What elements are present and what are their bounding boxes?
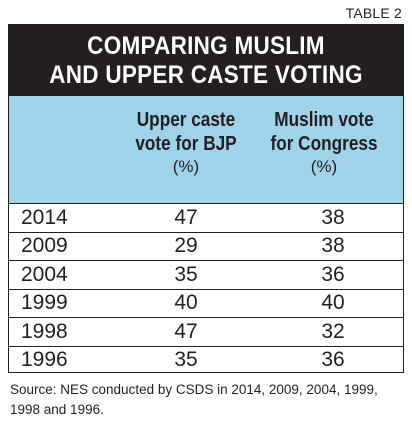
- table-row: 1996 35 36: [9, 345, 403, 372]
- year-cell: 2014: [21, 205, 68, 229]
- source-note: Source: NES conducted by CSDS in 2014, 2…: [10, 382, 378, 417]
- muslim-congress-cell: 40: [321, 291, 345, 315]
- table-body: 2014 47 38 2009 29 38 2004 35 36 1999 40 40 1998 47 32…: [9, 203, 403, 372]
- title-bar: COMPARING MUSLIM AND UPPER CASTE VOTING: [9, 25, 403, 96]
- table-card: COMPARING MUSLIM AND UPPER CASTE VOTING …: [8, 24, 404, 373]
- upper-caste-bjp-cell: 47: [174, 205, 198, 229]
- column-header-line: for Congress: [270, 133, 378, 155]
- year-cell: 1998: [21, 319, 68, 343]
- muslim-congress-cell: 38: [321, 205, 345, 229]
- year-cell: 1999: [21, 291, 68, 315]
- column-header-row: Upper caste vote for BJP (%) Muslim vote…: [9, 96, 403, 203]
- year-cell: 1996: [21, 348, 68, 372]
- column-header-muslim: Muslim vote for Congress (%): [249, 108, 399, 178]
- table-title-line-1: COMPARING MUSLIM: [87, 32, 325, 60]
- muslim-congress-cell: 32: [321, 319, 345, 343]
- upper-caste-bjp-cell: 35: [174, 262, 198, 286]
- upper-caste-bjp-cell: 35: [174, 348, 198, 372]
- table-row: 1999 40 40: [9, 288, 403, 317]
- column-header-line: vote for BJP: [135, 133, 237, 155]
- muslim-congress-cell: 36: [321, 262, 345, 286]
- year-cell: 2004: [21, 262, 68, 286]
- muslim-congress-cell: 38: [321, 234, 345, 258]
- table-row: 2009 29 38: [9, 231, 403, 260]
- table-title-line-2: AND UPPER CASTE VOTING: [49, 61, 363, 89]
- table-row: 2014 47 38: [9, 203, 403, 232]
- upper-caste-bjp-cell: 40: [174, 291, 198, 315]
- column-header-unit: (%): [172, 157, 200, 176]
- column-header-line: Upper caste: [136, 109, 236, 131]
- year-cell: 2009: [21, 234, 68, 258]
- column-header-upper-caste: Upper caste vote for BJP (%): [111, 108, 261, 178]
- table-tag: TABLE 2: [345, 5, 402, 21]
- muslim-congress-cell: 36: [321, 348, 345, 372]
- table-row: 2004 35 36: [9, 260, 403, 289]
- column-header-unit: (%): [310, 157, 338, 176]
- upper-caste-bjp-cell: 47: [174, 319, 198, 343]
- table-row: 1998 47 32: [9, 317, 403, 346]
- upper-caste-bjp-cell: 29: [174, 234, 198, 258]
- column-header-line: Muslim vote: [274, 109, 374, 131]
